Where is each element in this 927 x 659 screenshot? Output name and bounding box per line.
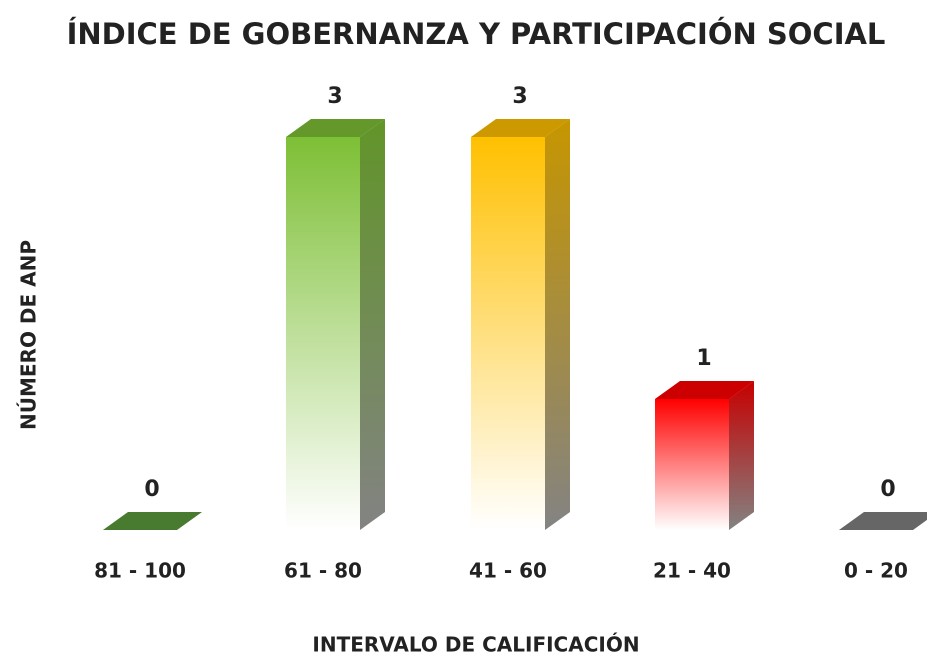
bar-side — [729, 381, 754, 530]
x-tick-label: 41 - 60 — [469, 559, 547, 583]
value-label: 0 — [880, 477, 895, 502]
x-tick-label: 0 - 20 — [844, 559, 908, 583]
bar-side-shade — [360, 119, 385, 530]
value-label: 3 — [327, 84, 342, 109]
bar-top — [286, 119, 385, 137]
bar-top-shade — [839, 512, 927, 530]
x-tick-label: 61 - 80 — [284, 559, 362, 583]
chart-title: ÍNDICE DE GOBERNANZA Y PARTICIPACIÓN SOC… — [67, 17, 886, 51]
bar-front — [286, 137, 360, 530]
bar-top — [471, 119, 570, 137]
value-label: 1 — [696, 346, 711, 371]
y-axis-label: NÚMERO DE ANP — [17, 240, 41, 430]
bar-top — [655, 381, 754, 399]
bar-top-shade — [471, 119, 570, 137]
bar-side-shade — [729, 381, 754, 530]
value-label: 0 — [144, 477, 159, 502]
bar-top-shade — [655, 381, 754, 399]
bar-side — [545, 119, 570, 530]
bar-top-shade — [286, 119, 385, 137]
bar-top — [103, 512, 202, 530]
x-tick-label: 21 - 40 — [653, 559, 731, 583]
x-tick-label: 81 - 100 — [94, 559, 186, 583]
bar-side-shade — [545, 119, 570, 530]
bar-side — [360, 119, 385, 530]
bar-front — [471, 137, 545, 530]
bar-top-shade — [103, 512, 202, 530]
x-axis-label: INTERVALO DE CALIFICACIÓN — [312, 633, 639, 657]
bar-top — [839, 512, 927, 530]
value-label: 3 — [512, 84, 527, 109]
bar-front — [655, 399, 729, 530]
